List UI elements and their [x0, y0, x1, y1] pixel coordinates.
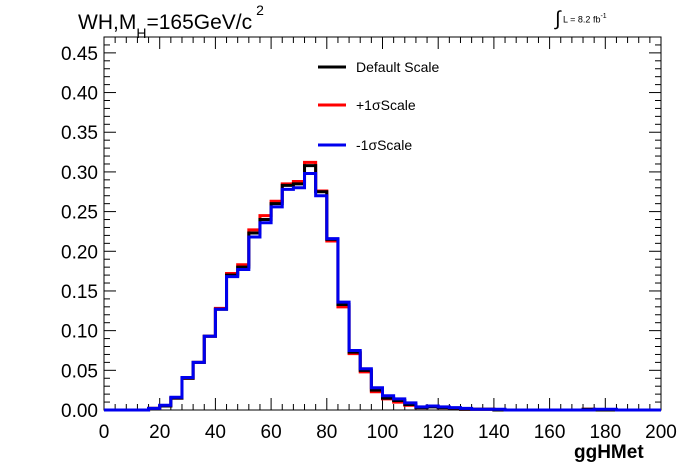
title-superscript: 2 — [256, 2, 264, 18]
legend: Default Scale +1σScale -1σScale — [318, 59, 439, 153]
title-subscript: H — [136, 25, 147, 42]
luminosity-label: ∫ L = 8.2 fb-1 — [555, 8, 607, 31]
histogram-series — [104, 160, 661, 412]
legend-label: -1σScale — [356, 137, 412, 153]
x-tick-label: 180 — [589, 422, 621, 443]
x-tick-label: 140 — [478, 422, 510, 443]
x-tick-label: 60 — [261, 422, 282, 443]
chart-title: WH,MH=165GeV/c2 — [78, 2, 264, 41]
x-tick-label: 120 — [422, 422, 454, 443]
y-tick-label: 0.25 — [61, 203, 98, 224]
x-tick-label: 20 — [149, 422, 170, 443]
integral-symbol: ∫ — [555, 8, 561, 30]
x-tick-label: 0 — [99, 422, 110, 443]
luminosity-text: L = 8.2 fb — [563, 14, 601, 25]
y-tick-label: 0.00 — [61, 401, 98, 422]
y-tick-label: 0.30 — [61, 163, 98, 184]
plot-frame — [103, 36, 662, 411]
y-axis: 0.00 0.05 0.10 0.15 0.20 0.25 0.30 0.35 0.40 0.45 — [61, 44, 661, 422]
series-line-1 — [104, 160, 661, 412]
x-tick-label: 160 — [534, 422, 566, 443]
series-line-0 — [104, 164, 661, 412]
legend-label: Default Scale — [356, 59, 439, 75]
y-tick-label: 0.20 — [61, 242, 98, 263]
title-main: WH,M — [78, 11, 137, 34]
x-axis-label: ggHMet — [574, 442, 644, 463]
y-tick-label: 0.05 — [61, 361, 98, 382]
x-tick-label: 100 — [367, 422, 399, 443]
title-rest: =165GeV/c — [146, 11, 253, 34]
x-axis: 0 20 40 60 80 100 120 140 160 180 200 — [99, 37, 677, 443]
legend-label: +1σScale — [356, 97, 416, 113]
y-tick-label: 0.15 — [61, 282, 98, 303]
x-tick-label: 40 — [205, 422, 226, 443]
series-line-2 — [104, 172, 661, 412]
x-tick-label: 200 — [645, 422, 677, 443]
y-tick-label: 0.45 — [61, 44, 98, 65]
luminosity-superscript: -1 — [600, 12, 607, 20]
x-tick-label: 80 — [316, 422, 337, 443]
y-tick-label: 0.10 — [61, 322, 98, 343]
y-tick-label: 0.40 — [61, 84, 98, 105]
y-tick-label: 0.35 — [61, 123, 98, 144]
